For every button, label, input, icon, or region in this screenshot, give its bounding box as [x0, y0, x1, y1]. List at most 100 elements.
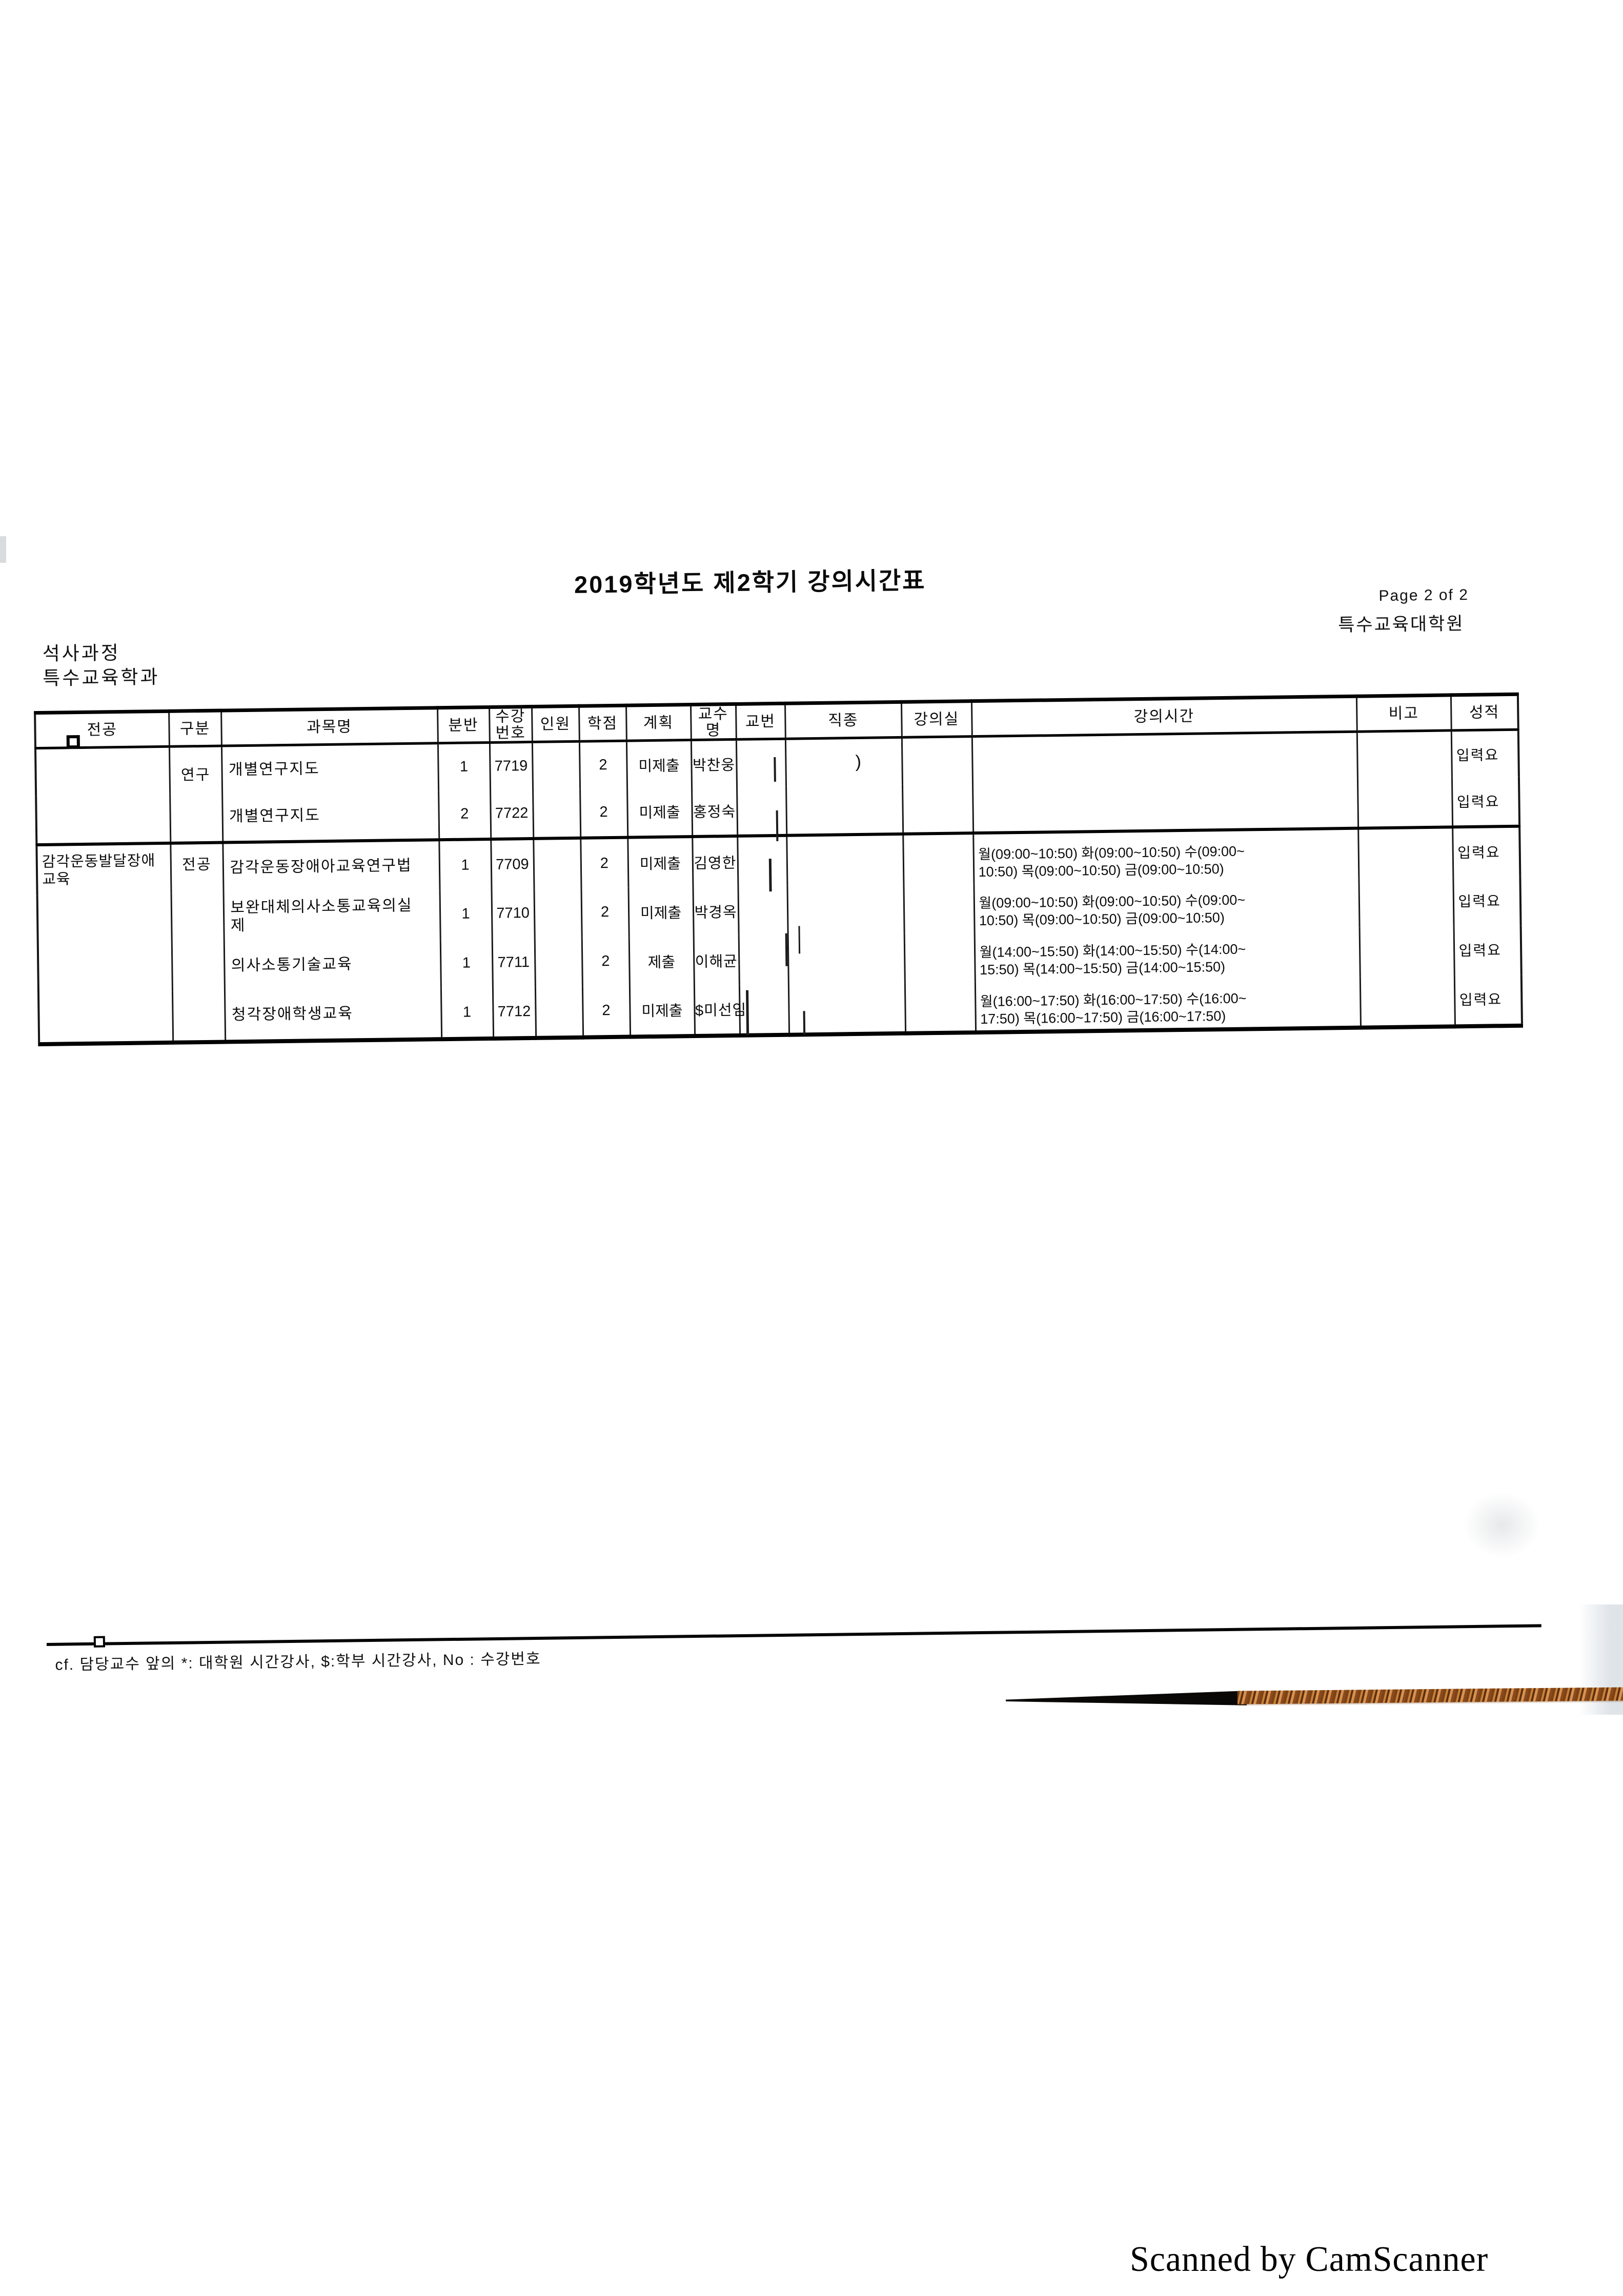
- cell-course: 의사소통기술교육: [224, 939, 441, 991]
- cell-division: 1: [437, 742, 491, 790]
- col-course: 과목명: [221, 707, 438, 746]
- section-major: 감각운동발달장애 교육 전공 감각운동장애아교육연구법 1 7709 2 미제출…: [36, 826, 1523, 1044]
- col-note: 비고: [1356, 695, 1451, 732]
- cell-credits: 2: [580, 837, 628, 888]
- cell-category: 연구: [169, 746, 223, 843]
- cell-professor: $미선임: [694, 984, 746, 1036]
- cell-plan: 미제출: [626, 740, 692, 788]
- cell-note: [1359, 926, 1454, 977]
- cell-enrollment: [533, 838, 581, 889]
- cell-major: 감각운동발달장애 교육: [36, 843, 173, 1044]
- col-prof-no: 교번: [736, 703, 785, 740]
- cell-grade: 입력요: [1453, 925, 1521, 976]
- col-grade: 성적: [1450, 694, 1518, 730]
- cell-division: 1: [439, 839, 492, 890]
- cell-room: [904, 981, 976, 1033]
- paper-edge-texture: [1237, 1687, 1623, 1704]
- col-plan: 계획: [626, 704, 691, 741]
- footer-divider-line: [46, 1624, 1541, 1646]
- cell-job-type: [787, 933, 905, 984]
- cell-credits: 2: [581, 937, 630, 987]
- cell-division: 1: [440, 938, 493, 988]
- cell-plan: 미제출: [627, 836, 693, 888]
- cell-enrollment: [534, 937, 582, 987]
- col-major: 전공: [35, 711, 169, 748]
- cell-grade: 입력요: [1454, 974, 1523, 1027]
- camscanner-watermark: Scanned by CamScanner: [1130, 2240, 1489, 2279]
- cell-note: [1360, 975, 1455, 1028]
- scan-artifact-mark: [768, 859, 772, 892]
- cell-time: 월(09:00~10:50) 화(09:00~10:50) 수(09:00~ 1…: [973, 878, 1360, 932]
- scan-artifact-mark: [785, 933, 788, 966]
- graduate-school-label: 특수교육대학원: [1337, 614, 1465, 636]
- col-division: 분반: [437, 707, 490, 743]
- cell-division: 1: [440, 987, 494, 1039]
- cell-time: 월(14:00~15:50) 화(14:00~15:50) 수(14:00~ 1…: [974, 927, 1360, 982]
- cell-credits: 2: [580, 788, 628, 838]
- department-label: 특수교육학과: [43, 666, 160, 689]
- cell-course: 감각운동장애아교육연구법: [222, 839, 440, 893]
- col-credits: 학점: [579, 705, 626, 742]
- cell-code: 7709: [491, 838, 534, 889]
- cell-job-type: [788, 982, 906, 1035]
- scan-artifact-mark: [776, 810, 779, 841]
- cell-division: 1: [439, 889, 492, 939]
- page-title: 2019학년도 제2학기 강의시간표: [574, 566, 926, 598]
- cell-grade: 입력요: [1453, 876, 1521, 926]
- cell-professor: 박찬웅: [691, 739, 737, 787]
- cell-enrollment: [534, 888, 582, 938]
- cell-job-type: [787, 884, 904, 935]
- cell-plan: 미제출: [628, 886, 694, 937]
- cell-plan: 제출: [628, 936, 694, 986]
- scan-artifact-mark: [774, 757, 776, 782]
- cell-course: 청각장애학생교육: [224, 988, 442, 1042]
- col-enrollment: 인원: [532, 706, 579, 742]
- page-indicator: Page 2 of 2: [1378, 586, 1469, 605]
- cell-code: 7710: [491, 888, 535, 939]
- cell-prof-no: [736, 739, 786, 787]
- cell-job-type: [786, 834, 904, 886]
- cell-job-type: [786, 784, 903, 836]
- cell-category: 전공: [170, 842, 226, 1043]
- cell-plan: 미제출: [629, 985, 695, 1037]
- cell-code: 7711: [492, 938, 535, 988]
- footnote-text: cf. 담당교수 앞의 *: 대학원 시간강사, $:학부 시간강사, No :…: [55, 1650, 541, 1674]
- cell-code: 7722: [490, 789, 534, 839]
- cell-time: [971, 732, 1357, 784]
- col-code: 수강 번호: [489, 706, 532, 743]
- cell-note: [1358, 877, 1454, 928]
- cell-enrollment: [533, 788, 581, 839]
- scan-artifact-square: [66, 735, 80, 749]
- cell-course: 개별연구지도: [222, 790, 439, 843]
- scan-smudge: [1451, 1481, 1553, 1569]
- cell-credits: 2: [581, 887, 629, 938]
- cell-division: 2: [438, 789, 491, 840]
- cell-grade: 입력요: [1452, 826, 1520, 877]
- cell-credits: 2: [579, 741, 627, 789]
- cell-prof-no: [737, 835, 787, 886]
- cell-time: [972, 779, 1358, 833]
- cell-time: 월(09:00~10:50) 화(09:00~10:50) 수(09:00~ 1…: [973, 828, 1359, 883]
- col-room: 강의실: [901, 701, 972, 738]
- cell-grade: 입력요: [1451, 729, 1519, 778]
- cell-course: 보완대체의사소통교육의실 제: [223, 889, 440, 942]
- cell-professor: 이해균: [693, 935, 739, 985]
- timetable: 전공 구분 과목명 분반 수강 번호 인원 학점 계획 교수명 교번 직종 강의…: [34, 692, 1524, 1046]
- cell-room: [901, 736, 972, 785]
- cell-code: 7712: [492, 987, 536, 1039]
- cell-room: [904, 932, 975, 983]
- cell-course: 개별연구지도: [221, 743, 439, 794]
- scan-edge-notch: [0, 536, 6, 563]
- cell-enrollment: [535, 986, 583, 1038]
- col-category: 구분: [169, 710, 221, 747]
- cell-credits: 2: [582, 986, 631, 1038]
- cell-room: [902, 783, 973, 834]
- scan-artifact-square: [93, 1636, 106, 1648]
- cell-note: [1357, 777, 1453, 828]
- scan-artifact-mark: [803, 1011, 806, 1035]
- cell-prof-no: [737, 786, 787, 836]
- cell-enrollment: [532, 741, 580, 789]
- cell-room: [903, 883, 975, 933]
